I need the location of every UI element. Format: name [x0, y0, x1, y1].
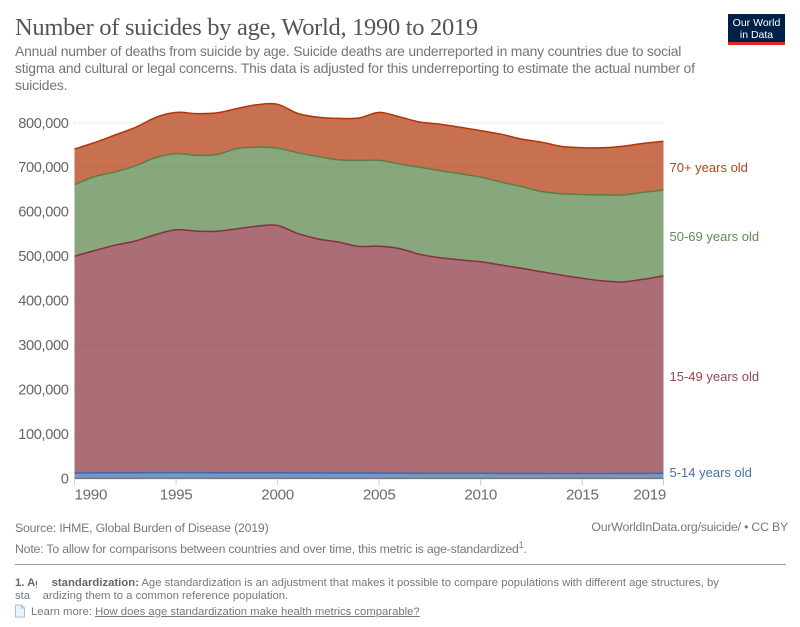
svg-text:5-14 years old: 5-14 years old: [670, 465, 752, 480]
svg-text:100,000: 100,000: [18, 427, 69, 443]
svg-text:15-49 years old: 15-49 years old: [670, 369, 760, 384]
svg-text:600,000: 600,000: [18, 205, 69, 221]
svg-text:700,000: 700,000: [18, 160, 69, 176]
svg-text:2015: 2015: [566, 487, 599, 504]
svg-text:2010: 2010: [464, 487, 497, 504]
svg-text:2000: 2000: [261, 487, 294, 504]
svg-text:1990: 1990: [75, 487, 108, 504]
svg-text:800,000: 800,000: [18, 116, 69, 132]
svg-text:2005: 2005: [363, 487, 396, 504]
svg-text:300,000: 300,000: [18, 338, 69, 354]
svg-text:0: 0: [61, 472, 69, 488]
svg-text:1995: 1995: [160, 487, 193, 504]
svg-text:400,000: 400,000: [18, 294, 69, 310]
svg-text:50-69 years old: 50-69 years old: [670, 229, 760, 244]
svg-text:70+ years old: 70+ years old: [670, 160, 748, 175]
svg-text:200,000: 200,000: [18, 383, 69, 399]
svg-text:500,000: 500,000: [18, 249, 69, 265]
svg-text:2019: 2019: [633, 487, 666, 504]
